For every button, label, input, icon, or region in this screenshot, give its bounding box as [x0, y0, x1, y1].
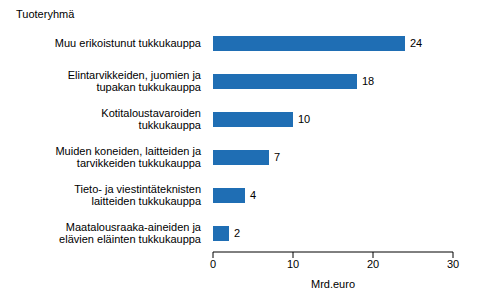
svg-text:Elintarvikkeiden, juomien jatu: Elintarvikkeiden, juomien jatupakan tukk…	[68, 69, 202, 93]
svg-text:Maatalousraaka-aineiden jaeläv: Maatalousraaka-aineiden jaelävien eläint…	[59, 221, 202, 245]
svg-text:Muu erikoistunut tukkukauppa: Muu erikoistunut tukkukauppa	[55, 37, 202, 49]
html-text:Tuoteryhmä: Tuoteryhmä	[16, 8, 75, 20]
svg-text:18: 18	[362, 75, 374, 87]
svg-text:24: 24	[410, 37, 422, 49]
svg-text:Kotitaloustavaroidentukkukaupp: Kotitaloustavaroidentukkukauppa	[101, 107, 202, 131]
svg-text:10: 10	[298, 113, 310, 125]
svg-text:30: 30	[447, 258, 459, 270]
svg-text:7: 7	[274, 151, 280, 163]
svg-text:Mrd.euro: Mrd.euro	[311, 278, 355, 290]
svg-text:Muiden koneiden, laitteiden ja: Muiden koneiden, laitteiden jatarvikkeid…	[55, 145, 201, 169]
svg-text:0: 0	[210, 258, 216, 270]
svg-text:2: 2	[234, 227, 240, 239]
svg-text:10: 10	[287, 258, 299, 270]
svg-text:Tieto- ja viestintäteknistenla: Tieto- ja viestintäteknistenlaitteiden t…	[74, 183, 202, 207]
svg-text:4: 4	[250, 189, 256, 201]
svg-text:20: 20	[367, 258, 379, 270]
